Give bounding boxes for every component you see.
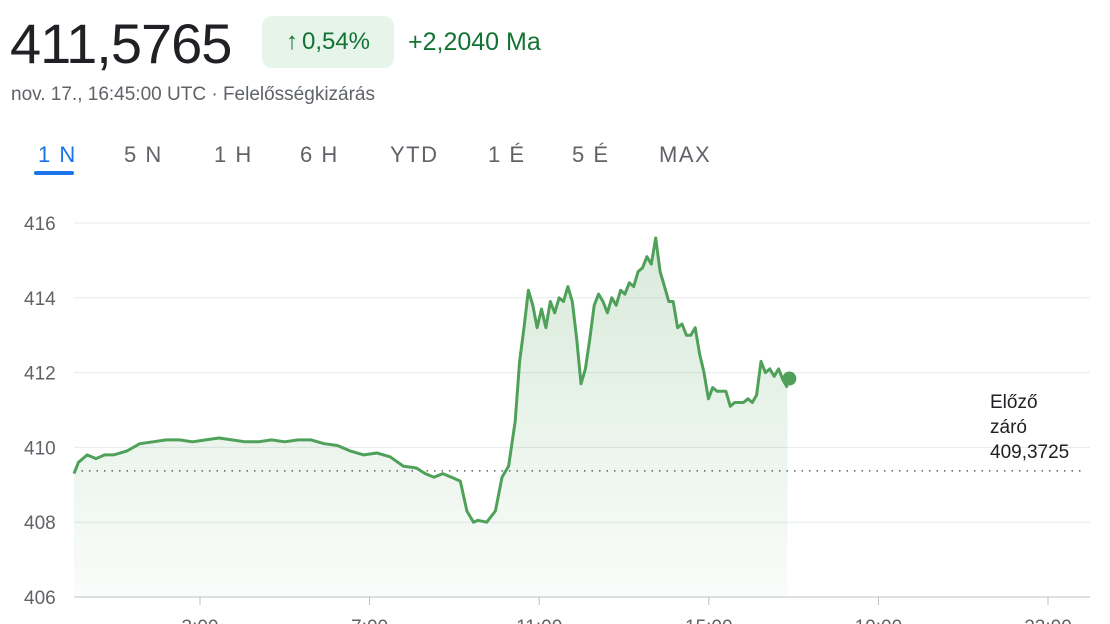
arrow-up-icon: ↑ — [285, 28, 298, 55]
timestamp-line: nov. 17., 16:45:00 UTC · Felelősségkizár… — [11, 84, 375, 106]
range-tabs: 1 N 5 N 1 H 6 H YTD 1 É 5 É MAX — [0, 138, 760, 178]
separator: · — [206, 84, 223, 105]
y-tick-label: 408 — [24, 513, 56, 534]
y-tick-label: 410 — [24, 438, 56, 459]
change-absolute: +2,2040 Ma — [408, 28, 541, 56]
tab-5e[interactable]: 5 É — [572, 142, 610, 167]
y-tick-label: 406 — [24, 588, 56, 609]
price-line — [72, 236, 789, 524]
tab-1h[interactable]: 1 H — [214, 142, 253, 167]
current-price: 411,5765 — [10, 12, 232, 75]
timestamp: nov. 17., 16:45:00 UTC — [11, 84, 207, 105]
y-axis-labels: 416 414 412 410 408 406 — [24, 214, 56, 609]
price-area — [74, 238, 788, 597]
tab-max[interactable]: MAX — [659, 142, 712, 167]
x-tick-label: 15:00 — [685, 617, 733, 624]
active-tab-indicator — [34, 171, 74, 175]
change-percent: 0,54% — [301, 28, 371, 55]
x-tick-label: 23:00 — [1024, 617, 1072, 624]
tab-6h[interactable]: 6 H — [300, 142, 339, 167]
tab-1e[interactable]: 1 É — [488, 142, 526, 167]
tab-5n[interactable]: 5 N — [124, 142, 163, 167]
previous-close-value: 409,3725 — [990, 442, 1070, 463]
y-tick-label: 416 — [24, 214, 56, 235]
price-chart[interactable]: 416 414 412 410 408 406 3:00 7:00 11:00 15:00 19:… — [0, 190, 1110, 624]
x-tick-label: 19:00 — [855, 617, 903, 624]
tab-ytd[interactable]: YTD — [390, 142, 439, 167]
tab-1n[interactable]: 1 N — [38, 142, 77, 167]
previous-close-label: Előző záró 409,3725 — [990, 390, 1069, 465]
disclaimer-link[interactable]: Felelősségkizárás — [222, 84, 376, 105]
change-percent-badge: ↑ 0,54% — [262, 16, 394, 68]
y-tick-label: 412 — [24, 364, 56, 385]
current-price-dot — [782, 371, 797, 386]
x-tick-label: 11:00 — [516, 617, 562, 624]
x-tick-label: 7:00 — [351, 617, 388, 624]
y-tick-label: 414 — [24, 289, 56, 310]
x-tick-label: 3:00 — [182, 617, 219, 624]
x-axis-labels: 3:00 7:00 11:00 15:00 19:00 23:00 — [182, 597, 1072, 624]
previous-close-label-line1: Előző — [990, 392, 1038, 413]
previous-close-label-line2: záró — [990, 417, 1027, 438]
